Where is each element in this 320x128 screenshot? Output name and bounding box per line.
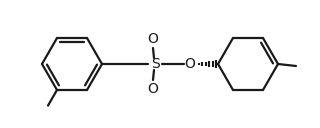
Text: O: O	[185, 57, 196, 71]
Text: S: S	[151, 57, 159, 71]
Text: O: O	[148, 82, 158, 96]
Text: O: O	[148, 32, 158, 46]
